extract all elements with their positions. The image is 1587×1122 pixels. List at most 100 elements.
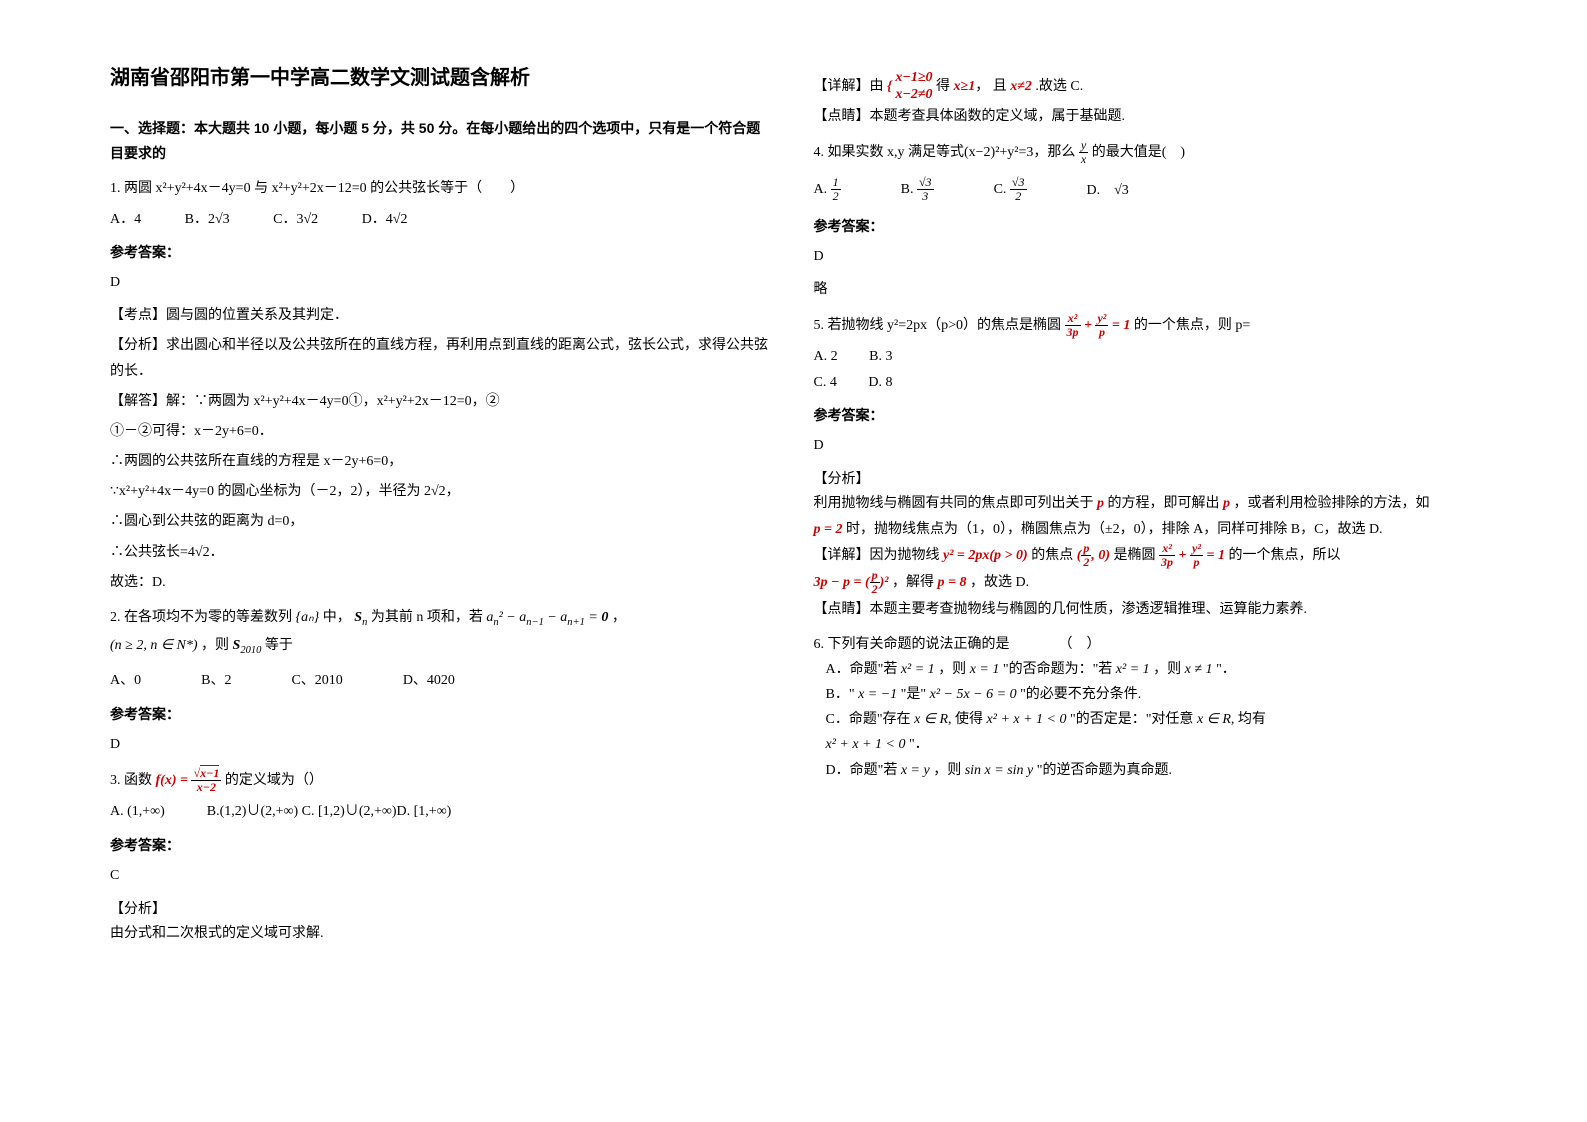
q6-a-5: "． — [1216, 662, 1236, 677]
q4-opt-d: D. √3 — [1087, 178, 1129, 203]
q5-p2: p — [1223, 496, 1230, 511]
q4-opt-b: B. √33 — [901, 176, 934, 203]
q2-opt-a: A、0 — [110, 668, 141, 693]
q2-s2010: S2010 — [233, 638, 262, 653]
q5-focus: (p2, 0) — [1077, 548, 1110, 563]
q5-eq-tail: ，解得 — [892, 575, 934, 590]
q3-xiangjie: 【详解】由 { x−1≥0x−2≠0 得 x≥1， 且 x≠2 .故选 C. — [814, 70, 1478, 104]
q3-answer-label: 参考答案： — [110, 833, 774, 858]
q5-fx-c: ，或者利用检验排除的方法，如 — [1234, 496, 1430, 511]
q6-d-e2: sin x = sin y — [965, 763, 1034, 778]
q6-a-e1: x² = 1 — [901, 662, 935, 677]
q4-stem-a: 4. 如果实数 x,y 满足等式(x−2)²+y²=3，那么 — [814, 145, 1079, 160]
q4-opt-c: C. √32 — [994, 176, 1027, 203]
section-1-header: 一、选择题：本大题共 10 小题，每小题 5 分，共 50 分。在每小题给出的四… — [110, 116, 774, 166]
q4-options: A. 12 B. √33 C. √32 D. √3 — [814, 176, 1478, 203]
q6-a-e3: x² = 1 — [1116, 662, 1150, 677]
q3-stem-a: 3. 函数 — [110, 773, 152, 788]
q2-stem: 2. 在各项均不为零的等差数列 {aₙ} 中， Sn 为其前 n 项和，若 an… — [110, 605, 774, 633]
q4-yx: yx — [1079, 139, 1088, 166]
q2-options: A、0 B、2 C、2010 D、4020 — [110, 668, 774, 693]
q1-kaodian: 【考点】圆与圆的位置关系及其判定． — [110, 303, 774, 328]
q5-stem: 5. 若抛物线 y²=2px（p>0）的焦点是椭圆 x²3p + y²p = 1… — [814, 312, 1478, 339]
q5-xiangjie: 【详解】因为抛物线 y² = 2px(p > 0) 的焦点 (p2, 0) 是椭… — [814, 542, 1478, 569]
q1-answer-label: 参考答案： — [110, 240, 774, 265]
q5-fx-a: 利用抛物线与椭圆有共同的焦点即可列出关于 — [814, 496, 1094, 511]
q3-sys: { x−1≥0x−2≠0 — [887, 79, 933, 94]
q2-stem-d: ， — [612, 610, 626, 625]
q6-c-e3: x ∈ R, — [1197, 712, 1234, 727]
q5-parab: y² = 2px(p > 0) — [943, 548, 1028, 563]
q6-c-e4: x² + x + 1 < 0 — [826, 737, 906, 752]
q4-c-label: C. — [994, 182, 1007, 197]
q1-opt-b: B．2√3 — [185, 212, 230, 227]
q2-stem-b: 中， — [323, 610, 351, 625]
q6-d-3: "的逆否命题为真命题. — [1037, 763, 1172, 778]
q6-c-1: C．命题"存在 — [826, 712, 911, 727]
q2-cond-tail: ，则 — [201, 638, 229, 653]
q2-tail: 等于 — [265, 638, 293, 653]
q5-fenxi-label: 【分析】 — [814, 466, 1478, 491]
q4-opt-a: A. 12 — [814, 176, 841, 203]
q2-cond: (n ≥ 2, n ∈ N*) — [110, 638, 198, 653]
q2-stem-a: 2. 在各项均不为零的等差数列 — [110, 610, 292, 625]
q2-opt-d: D、4020 — [403, 668, 455, 693]
q6-c-e1: x ∈ R, — [914, 712, 951, 727]
q3-xj-a: 【详解】由 — [814, 79, 884, 94]
q6-d-2: ，则 — [933, 763, 961, 778]
q5-p2-line: p = 2 时，抛物线焦点为（1，0），椭圆焦点为（±2，0），排除 A，同样可… — [814, 517, 1478, 542]
q1-step6: 故选：D. — [110, 570, 774, 595]
q6-stem: 6. 下列有关命题的说法正确的是 （ ） — [814, 632, 1478, 657]
q4-a-label: A. — [814, 182, 828, 197]
left-column: 湖南省邵阳市第一中学高二数学文测试题含解析 一、选择题：本大题共 10 小题，每… — [90, 60, 794, 1082]
q3-fenxi: 由分式和二次根式的定义域可求解. — [110, 921, 774, 946]
q5-options: A. 2 B. 3 C. 4 D. 8 — [814, 344, 1478, 394]
q6-a-2: ，则 — [938, 662, 966, 677]
q5-p2a: 时，抛物线焦点为（1，0），椭圆焦点为（±2，0），排除 A，同样可排除 B，C… — [846, 522, 1383, 537]
q6-c-e2: x² + x + 1 < 0 — [987, 712, 1067, 727]
q5-answer-label: 参考答案： — [814, 403, 1478, 428]
q3-answer: C — [110, 863, 774, 888]
q6-a-4: ，则 — [1153, 662, 1181, 677]
q6-b-2: "是" — [901, 687, 926, 702]
q6-c-2: 使得 — [955, 712, 983, 727]
q1-jieda: 【解答】解：∵两圆为 x²+y²+4x－4y=0①，x²+y²+2x－12=0，… — [110, 389, 774, 414]
q5-xj-d: 的一个焦点，所以 — [1228, 548, 1340, 563]
q3-xj-d: .故选 C. — [1035, 79, 1083, 94]
q1-step5: ∴公共弦长=4√2． — [110, 540, 774, 565]
q1-step2: ∴两圆的公共弦所在直线的方程是 x－2y+6=0， — [110, 449, 774, 474]
q3-xj-c: 且 — [993, 79, 1007, 94]
q2-cond-line: (n ≥ 2, n ∈ N*) ，则 S2010 等于 — [110, 633, 774, 661]
q5-opt-d: D. 8 — [868, 375, 892, 390]
q2-answer: D — [110, 732, 774, 757]
q2-sn: Sn — [354, 610, 367, 625]
q6-a-e2: x = 1 — [970, 662, 1000, 677]
q5-opt-a: A. 2 — [814, 349, 838, 364]
q1-answer: D — [110, 270, 774, 295]
q5-p8: p = 8 — [937, 575, 966, 590]
q6-c-5: "． — [909, 737, 929, 752]
q6-b-1: B．" — [826, 687, 855, 702]
q3-func: f(x) = √x−1x−2 — [156, 773, 222, 788]
q1-step3: ∵x²+y²+4x－4y=0 的圆心坐标为（－2，2），半径为 2√2， — [110, 479, 774, 504]
q5-opt-c: C. 4 — [814, 375, 837, 390]
q3-dianjing: 【点睛】本题考查具体函数的定义域，属于基础题. — [814, 104, 1478, 129]
q6-b-3: "的必要不充分条件. — [1020, 687, 1141, 702]
q5-peq2: p = 2 — [814, 522, 843, 537]
q1-options: A．4 B．2√3 C．3√2 D．4√2 — [110, 207, 774, 232]
q1-opt-c: C．3√2 — [273, 212, 318, 227]
q5-xj-c: 是椭圆 — [1114, 548, 1156, 563]
q5-answer: D — [814, 433, 1478, 458]
q5-fx-b: 的方程，即可解出 — [1108, 496, 1220, 511]
q6-b-e2: x² − 5x − 6 = 0 — [930, 687, 1017, 702]
q2-stem-c: 为其前 n 项和，若 — [371, 610, 483, 625]
q1-step4: ∴圆心到公共弦的距离为 d=0， — [110, 509, 774, 534]
q5-eq-expr: 3p − p = (p2)² — [814, 575, 889, 590]
q6-a-1: A．命题"若 — [826, 662, 898, 677]
q5-stem-b: 的一个焦点，则 p= — [1134, 318, 1250, 333]
q5-xj-a: 【详解】因为抛物线 — [814, 548, 940, 563]
q2-eq: an² − an−1 − an+1 = 0 — [486, 610, 608, 625]
q1-opt-d: D．4√2 — [362, 212, 408, 227]
q6-a-e4: x ≠ 1 — [1185, 662, 1213, 677]
q2-an: {aₙ} — [296, 610, 320, 625]
